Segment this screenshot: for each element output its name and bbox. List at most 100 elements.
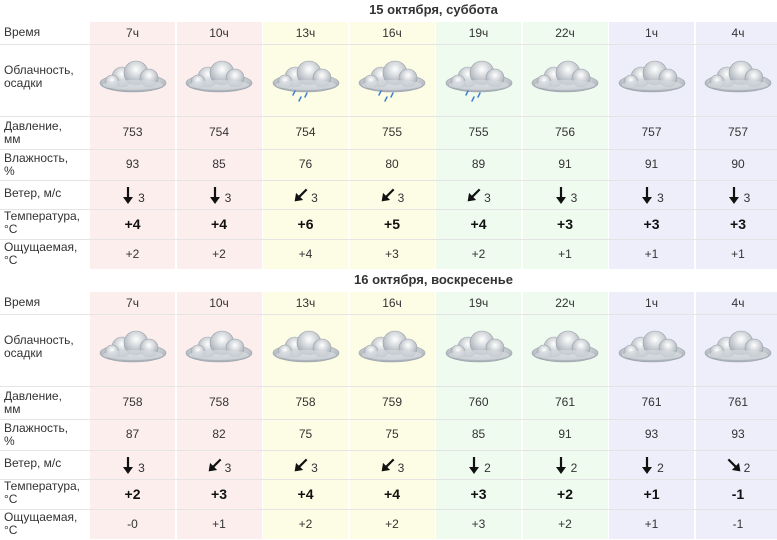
row-label-line: мм: [4, 133, 90, 146]
cell-humidity: 93: [696, 419, 777, 450]
cell-time: 22ч: [523, 22, 608, 44]
wind-arrow-icon: [207, 455, 223, 475]
cell-humidity: 85: [436, 419, 521, 450]
wind-arrow-icon: [639, 185, 655, 205]
cell-pressure: 756: [523, 116, 608, 149]
row-label: Ветер, м/с: [4, 187, 90, 200]
wind-arrow-icon: [380, 185, 396, 205]
cloudy-icon: [350, 314, 435, 386]
wind-speed: 3: [398, 455, 405, 475]
row-label: Ветер, м/с: [4, 457, 90, 470]
cell-humidity: 80: [350, 149, 435, 180]
cell-wind: 3: [609, 180, 694, 209]
cloudy-icon: [177, 44, 262, 116]
cell-humidity: 75: [350, 419, 435, 450]
cell-time: 16ч: [350, 292, 435, 314]
row-label: Облачность,осадки: [4, 64, 90, 90]
cloudy-icon: [177, 314, 262, 386]
cell-pressure: 754: [263, 116, 348, 149]
cell-temp: +2: [90, 479, 175, 509]
cell-feels: +2: [90, 239, 175, 269]
row-label: Ощущаемая,°C: [4, 241, 90, 267]
cell-time: 4ч: [696, 22, 777, 44]
row-label-line: Ветер, м/с: [4, 187, 90, 200]
cloudy-icon: [609, 44, 694, 116]
cell-wind: 3: [436, 180, 521, 209]
cell-temp: +5: [350, 209, 435, 239]
row-divider: [0, 116, 777, 117]
wind-arrow-icon: [120, 185, 136, 205]
cell-temp: +4: [350, 479, 435, 509]
cloudy-icon: [523, 314, 608, 386]
row-label: Время: [4, 26, 90, 39]
cell-humidity: 87: [90, 419, 175, 450]
cell-temp: -1: [696, 479, 777, 509]
cloudy-icon: [523, 44, 608, 116]
cell-pressure: 758: [90, 386, 175, 419]
row-divider: [0, 509, 777, 510]
cell-temp: +1: [609, 479, 694, 509]
wind-speed: 3: [225, 455, 232, 475]
cell-humidity: 85: [177, 149, 262, 180]
wind-speed: 2: [484, 455, 491, 475]
wind-arrow-icon: [293, 455, 309, 475]
cell-humidity: 89: [436, 149, 521, 180]
cell-time: 16ч: [350, 22, 435, 44]
cell-wind: 3: [90, 180, 175, 209]
wind-arrow-icon: [466, 185, 482, 205]
cell-feels: +1: [523, 239, 608, 269]
cell-wind: 3: [350, 180, 435, 209]
row-divider: [0, 314, 777, 315]
wind-speed: 3: [311, 455, 318, 475]
cell-temp: +4: [263, 479, 348, 509]
cell-pressure: 755: [350, 116, 435, 149]
row-label-line: °C: [4, 223, 90, 236]
cell-wind: 3: [696, 180, 777, 209]
cloud-rain-icon: [436, 44, 521, 116]
cell-pressure: 754: [177, 116, 262, 149]
cell-feels: +2: [350, 509, 435, 539]
cell-temp: +3: [609, 209, 694, 239]
row-label-line: °C: [4, 254, 90, 267]
row-label-line: осадки: [4, 347, 90, 360]
row-label: Влажность,%: [4, 422, 90, 448]
cell-pressure: 753: [90, 116, 175, 149]
cloudy-icon: [436, 314, 521, 386]
row-label-line: Ветер, м/с: [4, 457, 90, 470]
wind-speed: 3: [744, 185, 751, 205]
row-divider: [0, 419, 777, 420]
row-divider: [0, 386, 777, 387]
cell-wind: 3: [177, 450, 262, 479]
cell-pressure: 761: [609, 386, 694, 419]
row-divider: [0, 450, 777, 451]
cell-time: 1ч: [609, 22, 694, 44]
cell-feels: +2: [263, 509, 348, 539]
row-label-line: Время: [4, 296, 90, 309]
cell-temp: +3: [523, 209, 608, 239]
cell-time: 13ч: [263, 292, 348, 314]
cell-pressure: 761: [523, 386, 608, 419]
cell-temp: +2: [523, 479, 608, 509]
cell-wind: 2: [696, 450, 777, 479]
cell-pressure: 757: [696, 116, 777, 149]
cell-time: 7ч: [90, 22, 175, 44]
cell-wind: 2: [436, 450, 521, 479]
cell-feels: +1: [609, 239, 694, 269]
cell-feels: +2: [436, 239, 521, 269]
wind-speed: 3: [484, 185, 491, 205]
wind-arrow-icon: [553, 455, 569, 475]
cell-pressure: 757: [609, 116, 694, 149]
cloudy-icon: [90, 314, 175, 386]
row-label: Температура,°C: [4, 480, 90, 506]
row-divider: [0, 209, 777, 210]
cell-wind: 2: [523, 450, 608, 479]
